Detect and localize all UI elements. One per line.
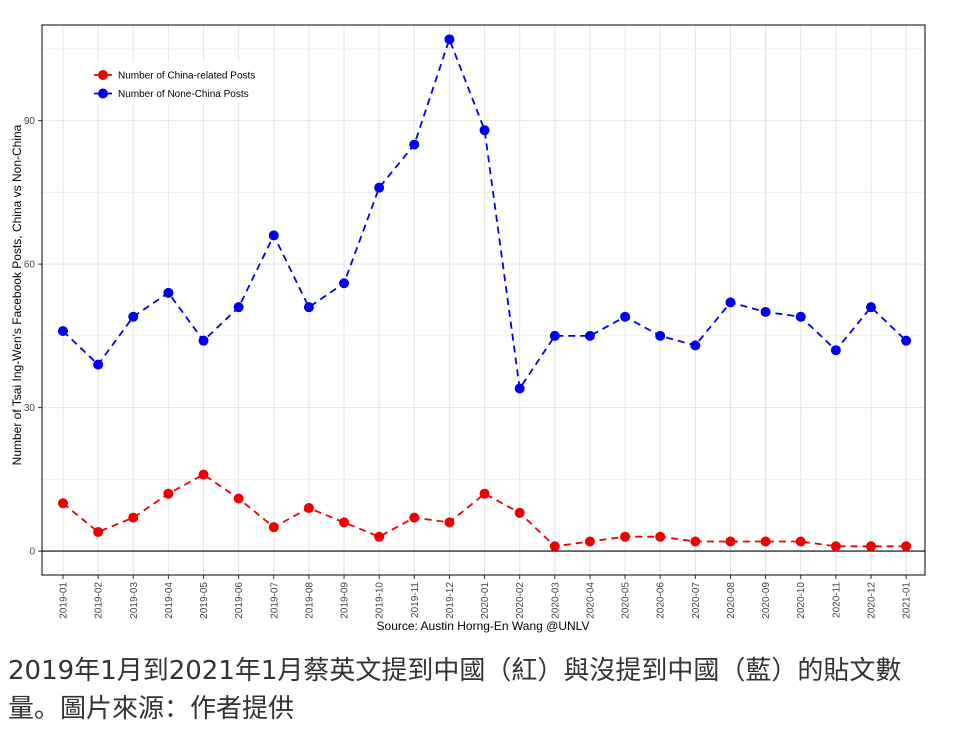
x-tick-label: 2020-12	[866, 582, 877, 619]
data-point	[163, 287, 174, 298]
series-china-related	[58, 469, 912, 552]
x-tick-label: 2019-08	[304, 582, 315, 619]
data-point	[479, 488, 490, 499]
legend-marker	[98, 88, 108, 99]
x-tick-label: 2020-06	[656, 582, 667, 619]
data-point	[198, 469, 209, 480]
data-point	[655, 531, 666, 542]
data-point	[444, 517, 455, 528]
data-point	[620, 311, 631, 322]
data-point	[58, 326, 68, 337]
x-tick-label: 2020-01	[480, 582, 491, 619]
series-none-china	[58, 34, 912, 394]
x-tick-label: 2019-02	[94, 582, 105, 619]
data-point	[514, 383, 525, 394]
data-point	[620, 531, 631, 542]
data-point	[655, 330, 666, 341]
legend-label: Number of None-China Posts	[118, 89, 249, 100]
data-point	[830, 541, 841, 552]
x-tick-label: 2019-11	[410, 582, 421, 618]
data-point	[409, 139, 420, 150]
x-axis-title: Source: Austin Horng-En Wang @UNLV	[377, 619, 590, 633]
data-point	[830, 345, 841, 356]
x-tick-label: 2020-10	[796, 582, 807, 619]
data-point	[479, 125, 490, 136]
data-point	[444, 34, 455, 45]
data-point	[128, 512, 139, 523]
legend-marker	[98, 70, 108, 80]
data-point	[725, 536, 736, 547]
legend-label: Number of China-related Posts	[118, 71, 255, 82]
panel-border	[41, 24, 926, 576]
data-point	[163, 488, 174, 499]
data-point	[303, 302, 314, 313]
data-point	[795, 311, 806, 322]
x-tick-label: 2020-08	[726, 582, 737, 619]
data-point	[865, 302, 876, 313]
x-tick-label: 2020-04	[585, 582, 596, 619]
y-tick-label: 30	[24, 403, 36, 414]
data-point	[303, 503, 314, 514]
figure-caption: 2019年1月到2021年1月蔡英文提到中國（紅）與沒提到中國（藍）的貼文數量。…	[8, 656, 902, 724]
data-point	[93, 359, 104, 370]
data-point	[690, 340, 701, 351]
x-tick-label: 2020-03	[550, 582, 561, 619]
data-point	[549, 330, 560, 341]
x-tick-label: 2020-02	[515, 582, 526, 619]
x-tick-label: 2019-05	[199, 582, 210, 619]
data-point	[339, 278, 350, 289]
x-tick-label: 2021-01	[902, 582, 913, 619]
data-point	[58, 498, 68, 509]
y-tick-label: 60	[24, 260, 36, 271]
data-point	[409, 512, 420, 523]
data-point	[901, 541, 912, 552]
data-point	[374, 531, 385, 542]
data-point	[128, 311, 139, 322]
x-tick-label: 2020-05	[621, 582, 632, 619]
x-tick-label: 2019-10	[375, 582, 386, 619]
data-point	[760, 306, 771, 317]
data-point	[795, 536, 806, 547]
x-tick-label: 2019-01	[59, 582, 70, 619]
x-tick-label: 2020-09	[761, 582, 772, 619]
data-point	[268, 230, 279, 241]
data-point	[725, 297, 736, 308]
x-tick-label: 2019-12	[445, 582, 456, 619]
x-tick-label: 2019-04	[164, 582, 175, 619]
data-point	[760, 536, 771, 547]
data-point	[690, 536, 701, 547]
data-point	[584, 536, 595, 547]
data-point	[233, 302, 244, 313]
x-tick-label: 2020-11	[831, 582, 842, 618]
y-tick-label: 0	[29, 547, 35, 558]
data-point	[233, 493, 244, 504]
data-point	[198, 335, 209, 346]
y-axis-title: Number of Tsai Ing-Wen's Facebook Posts,…	[10, 124, 24, 465]
data-point	[93, 526, 104, 537]
data-point	[268, 522, 279, 533]
legend: Number of China-related Posts Number of N…	[88, 62, 270, 104]
data-point	[339, 517, 350, 528]
x-tick-label: 2019-09	[340, 582, 351, 619]
data-point	[374, 182, 385, 193]
data-point	[584, 330, 595, 341]
series	[58, 34, 912, 552]
x-tick-label: 2019-06	[234, 582, 245, 619]
x-tick-label: 2020-07	[691, 582, 702, 619]
x-tick-label: 2019-03	[129, 582, 140, 619]
axes: 0 30 60 90 2019-01 2019-02 2019-03 2019-04 2019-…	[24, 24, 926, 619]
legend-box	[88, 62, 270, 104]
line-chart: 0 30 60 90 2019-01 2019-02 2019-03 2019-04 2019-…	[10, 24, 926, 633]
y-tick-label: 90	[24, 116, 36, 127]
data-point	[865, 541, 876, 552]
chart-figure: 0 30 60 90 2019-01 2019-02 2019-03 2019-04 2019-…	[10, 24, 926, 633]
data-point	[514, 507, 525, 518]
data-point	[901, 335, 912, 346]
x-tick-label: 2019-07	[269, 582, 280, 619]
data-point	[549, 541, 560, 552]
